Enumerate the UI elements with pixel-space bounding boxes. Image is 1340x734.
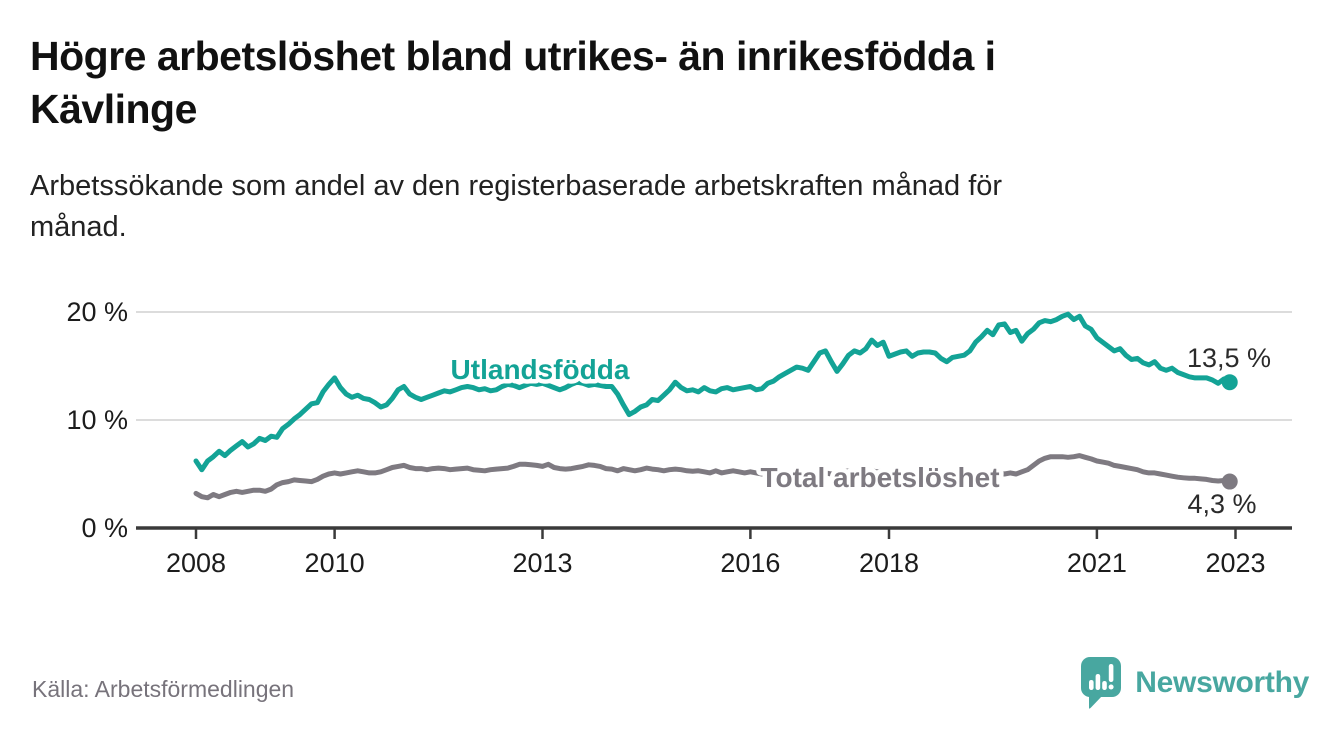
x-tick-label-2008: 2008 xyxy=(166,548,226,578)
y-tick-label-10: 10 % xyxy=(66,405,128,435)
page-title: Högre arbetslöshet bland utrikes- än inr… xyxy=(30,30,1310,136)
speech-bubble-shape xyxy=(1081,657,1122,697)
series-label-utlandsfodda: Utlandsfödda xyxy=(451,354,630,385)
y-tick-label-0: 0 % xyxy=(81,513,128,543)
source-attribution: Källa: Arbetsförmedlingen xyxy=(32,676,295,702)
series-label-total: Total arbetslöshet xyxy=(760,462,999,493)
x-tick-label-2021: 2021 xyxy=(1067,548,1127,578)
page-title-line1: Högre arbetslöshet bland utrikes- än inr… xyxy=(30,33,996,79)
series-line-total xyxy=(193,453,1233,501)
speech-bubble-tail xyxy=(1089,694,1104,709)
newsworthy-logo-icon xyxy=(1081,657,1122,709)
end-dot-total xyxy=(1221,473,1238,490)
x-tick-label-2016: 2016 xyxy=(720,548,780,578)
exclamation-icon-stem xyxy=(1109,664,1114,682)
exclamation-icon-dot xyxy=(1108,684,1114,690)
end-value-label-total: 4,3 % xyxy=(1187,489,1256,519)
newsworthy-logo: Newsworthy xyxy=(1080,656,1309,710)
bar-chart-icon-bar3 xyxy=(1102,681,1108,690)
x-tick-label-2018: 2018 xyxy=(859,548,919,578)
x-tick-label-2010: 2010 xyxy=(305,548,365,578)
y-tick-label-20: 20 % xyxy=(66,297,128,327)
bar-chart-icon-bar2 xyxy=(1095,674,1101,690)
x-tick-label-2023: 2023 xyxy=(1205,548,1265,578)
newsworthy-logo-text: Newsworthy xyxy=(1135,666,1309,699)
chart-subtitle-line1: Arbetssökande som andel av den registerb… xyxy=(30,170,1003,202)
chart-subtitle-line2: månad. xyxy=(30,211,127,243)
bar-chart-icon-bar1 xyxy=(1089,680,1094,690)
page-title-line2: Kävlinge xyxy=(30,86,197,132)
unemployment-line-chart: 2008 2010 2013 2016 2018 2021 2023 0 % 10 % 20 % U… xyxy=(66,297,1292,578)
end-value-label-utlandsfodda: 13,5 % xyxy=(1187,343,1271,373)
series-line-utlandsfodda xyxy=(193,311,1233,473)
chart-subtitle: Arbetssökande som andel av den registerb… xyxy=(30,166,1310,248)
end-dot-utlandsfodda xyxy=(1221,374,1238,391)
x-tick-label-2013: 2013 xyxy=(512,548,572,578)
